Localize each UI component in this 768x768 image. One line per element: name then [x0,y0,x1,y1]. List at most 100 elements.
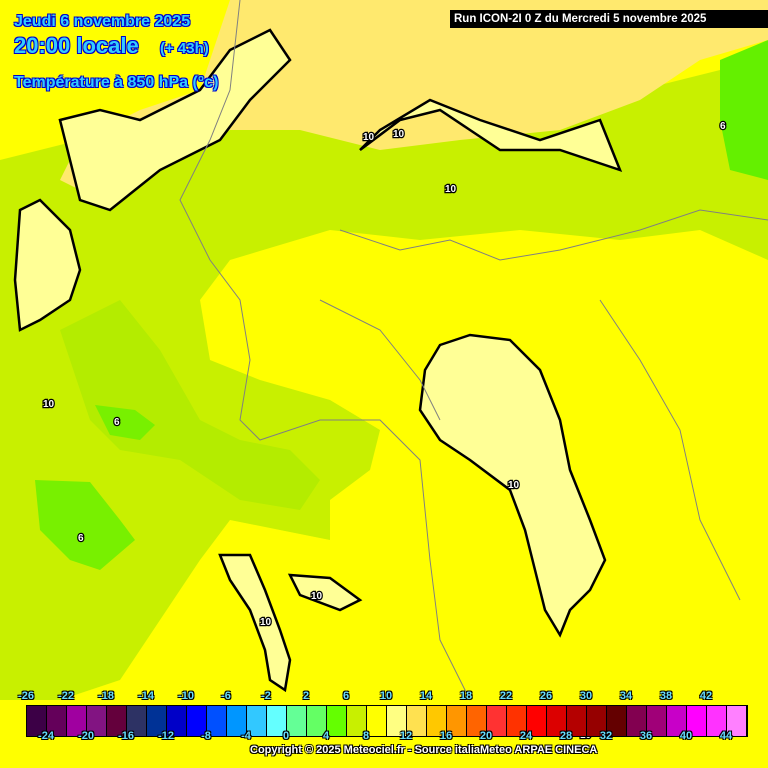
legend-label-top: 18 [459,690,473,702]
pale-island-small [287,573,363,612]
contour-label: 10 [43,399,55,410]
legend-label-top: 26 [539,690,553,702]
legend-swatch [307,706,327,736]
legend-swatch [367,706,387,736]
legend-swatch [447,706,467,736]
legend-label-bottom: 4 [322,730,330,742]
legend-swatch [47,706,67,736]
legend-swatch [67,706,87,736]
legend-swatch [87,706,107,736]
cool-region-west [60,300,320,510]
contour-label: 10 [445,184,457,195]
legend-swatch [527,706,547,736]
legend-label-top: 6 [342,690,350,702]
legend-label-bottom: -20 [78,730,94,742]
legend-swatch [107,706,127,736]
pale-region-adriatic [418,333,607,638]
legend-label-top: -26 [18,690,34,702]
legend-label-top: 38 [659,690,673,702]
legend-label-bottom: 36 [639,730,653,742]
legend-swatch [267,706,287,736]
legend-label-top: -14 [138,690,154,702]
legend-swatch [627,706,647,736]
legend-label-bottom: 16 [439,730,453,742]
legend-swatch [567,706,587,736]
pale-region-west [13,198,82,332]
legend-label-bottom: 40 [679,730,693,742]
legend-swatch [27,706,47,736]
legend-swatch [667,706,687,736]
legend-label-bottom: -16 [118,730,134,742]
contour-label: 6 [720,121,726,132]
legend-swatch [147,706,167,736]
legend-label-bottom: -24 [38,730,54,742]
legend-label-top: 14 [419,690,433,702]
legend-swatch [507,706,527,736]
legend-label-bottom: 0 [282,730,290,742]
legend-label-bottom: 12 [399,730,413,742]
color-legend [26,705,748,737]
legend-swatch [407,706,427,736]
legend-swatch [587,706,607,736]
legend-swatch [127,706,147,736]
legend-swatch [347,706,367,736]
run-label: Run ICON-2I 0 Z du Mercredi 5 novembre 2… [450,10,768,28]
contour-label: 10 [311,591,323,602]
legend-swatch [547,706,567,736]
contour-label: 10 [508,480,520,491]
legend-swatch [467,706,487,736]
legend-label-bottom: -4 [241,730,251,742]
legend-swatch [487,706,507,736]
pale-region-alps [58,28,292,212]
legend-label-bottom: -12 [158,730,174,742]
legend-label-bottom: 20 [479,730,493,742]
legend-swatch [287,706,307,736]
legend-swatch [607,706,627,736]
legend-label-top: -2 [261,690,271,702]
legend-label-top: 42 [699,690,713,702]
green-patch-west [35,480,135,570]
legend-label-bottom: 32 [599,730,613,742]
forecast-time: 20:00 locale [14,33,139,58]
parameter-title: Température à 850 hPa (°c) [14,74,219,91]
legend-label-top: 10 [379,690,393,702]
legend-label-top: 2 [302,690,310,702]
legend-label-bottom: -8 [201,730,211,742]
legend-swatch [427,706,447,736]
contour-label: 6 [114,417,120,428]
legend-label-top: 34 [619,690,633,702]
cool-region-north [0,60,768,700]
forecast-lead-time: (+ 43h) [160,40,209,57]
legend-swatch [687,706,707,736]
contour-label: 10 [260,617,272,628]
legend-label-top: 22 [499,690,513,702]
legend-swatch [167,706,187,736]
legend-swatch [247,706,267,736]
contour-label: 10 [363,132,375,143]
legend-swatch [207,706,227,736]
legend-label-top: -6 [221,690,231,702]
legend-swatch [707,706,727,736]
legend-swatch [727,706,747,736]
pale-island-corsica-like [218,553,292,693]
legend-label-top: -18 [98,690,114,702]
legend-label-bottom: 28 [559,730,573,742]
contour-label: 10 [393,129,405,140]
forecast-date: Jeudi 6 novembre 2025 [14,13,191,30]
legend-label-top: 30 [579,690,593,702]
legend-swatch [227,706,247,736]
legend-swatch [647,706,667,736]
legend-label-bottom: 44 [719,730,733,742]
legend-swatch [387,706,407,736]
pale-region-center-alps [359,98,623,173]
legend-label-bottom: 8 [362,730,370,742]
legend-label-bottom: 24 [519,730,533,742]
green-patch-northeast [720,40,768,180]
contour-label: 6 [78,533,84,544]
legend-label-top: -10 [178,690,194,702]
green-patch-2 [95,405,155,440]
legend-label-top: -22 [58,690,74,702]
legend-swatch [327,706,347,736]
copyright: Copyright © 2025 Meteociel.fr - Source i… [250,744,598,756]
